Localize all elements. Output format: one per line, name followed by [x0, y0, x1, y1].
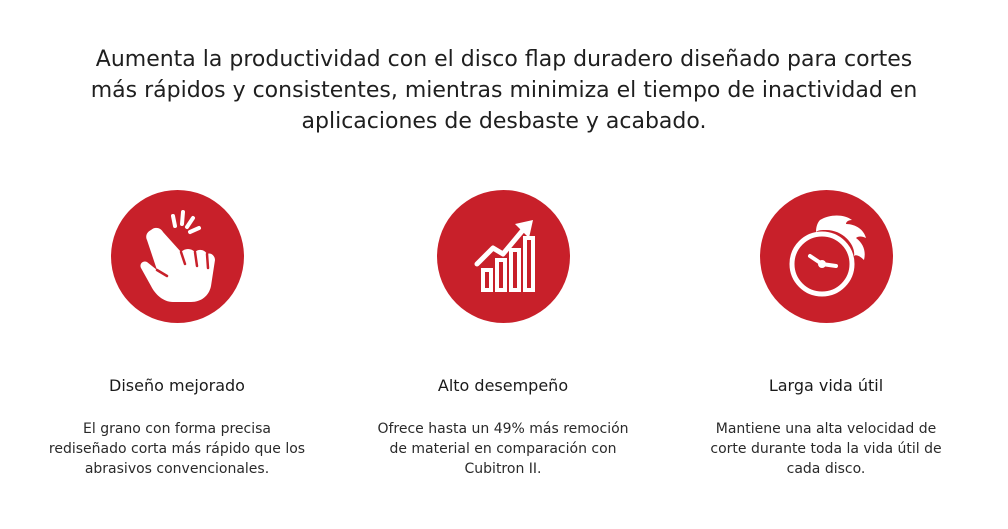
feature-description: Ofrece hasta un 49% más remoción de mate…	[377, 421, 629, 477]
finger-snap-icon	[110, 190, 244, 323]
feature-description: Mantiene una alta velocidad de corte dur…	[710, 421, 942, 477]
feature-card-design: Diseño mejorado El grano con forma preci…	[37, 190, 317, 479]
growth-chart-icon	[436, 190, 570, 323]
feature-title: Larga vida útil	[768, 376, 884, 395]
flaming-clock-icon	[759, 190, 893, 323]
headline: Aumenta la productividad con el disco fl…	[90, 47, 918, 134]
feature-title: Alto desempeño	[437, 376, 569, 395]
feature-title: Diseño mejorado	[109, 376, 245, 395]
feature-card-performance: Alto desempeño Ofrece hasta un 49% más r…	[363, 190, 643, 479]
feature-card-lifespan: Larga vida útil Mantiene una alta veloci…	[686, 190, 966, 479]
feature-description: El grano con forma precisa rediseñado co…	[48, 421, 306, 477]
